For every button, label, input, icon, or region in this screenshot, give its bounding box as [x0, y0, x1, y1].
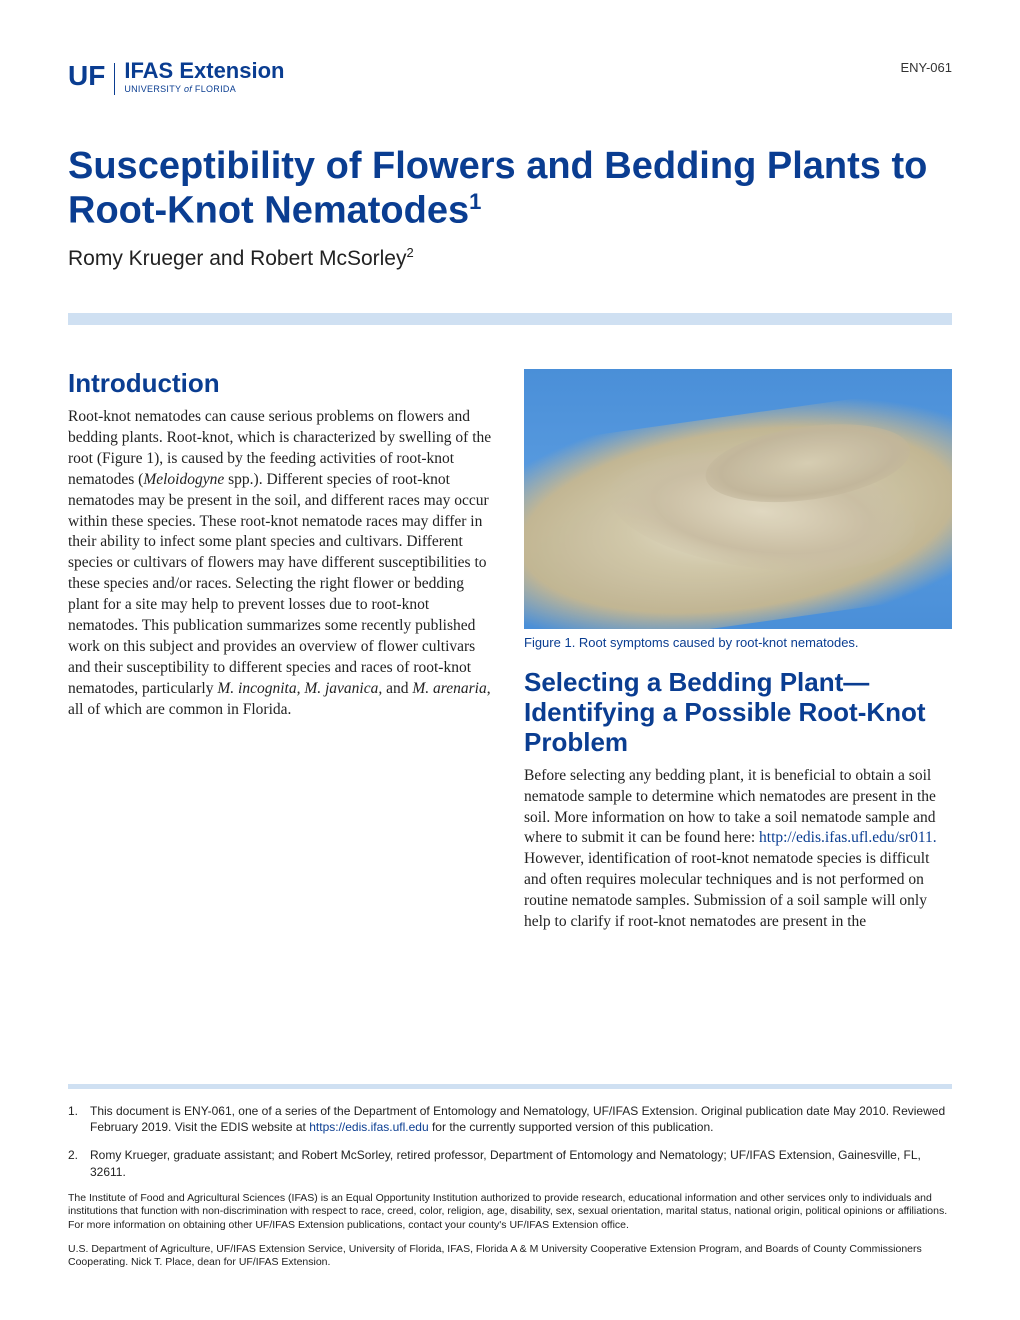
footer-rule — [68, 1084, 952, 1089]
selecting-heading: Selecting a Bedding Plant—Identifying a … — [524, 668, 952, 758]
right-column: Figure 1. Root symptoms caused by root-k… — [524, 369, 952, 933]
equal-opportunity-statement: The Institute of Food and Agricultural S… — [68, 1192, 952, 1233]
usda-statement: U.S. Department of Agriculture, UF/IFAS … — [68, 1243, 952, 1270]
header-row: UF IFAS Extension UNIVERSITY of FLORIDA … — [68, 60, 952, 95]
intro-paragraph: Root-knot nematodes can cause serious pr… — [68, 407, 496, 721]
figure-1-caption: Figure 1. Root symptoms caused by root-k… — [524, 635, 952, 650]
uf-ifas-logo: UF IFAS Extension UNIVERSITY of FLORIDA — [68, 60, 284, 95]
selecting-paragraph: Before selecting any bedding plant, it i… — [524, 766, 952, 933]
university-of-florida-text: UNIVERSITY of FLORIDA — [124, 84, 284, 94]
content-columns: Introduction Root-knot nematodes can cau… — [68, 369, 952, 933]
footer-block: 1. This document is ENY-061, one of a se… — [68, 1084, 952, 1280]
title-rule — [68, 313, 952, 325]
intro-heading: Introduction — [68, 369, 496, 399]
logo-divider — [114, 63, 115, 95]
footnote-2: 2. Romy Krueger, graduate assistant; and… — [68, 1147, 952, 1179]
authors-line: Romy Krueger and Robert McSorley2 — [68, 245, 952, 271]
footnote-1: 1. This document is ENY-061, one of a se… — [68, 1103, 952, 1135]
edis-website-link[interactable]: https://edis.ifas.ufl.edu — [309, 1120, 428, 1134]
left-column: Introduction Root-knot nematodes can cau… — [68, 369, 496, 933]
figure-1-image — [524, 369, 952, 629]
ifas-extension-text: IFAS Extension — [124, 60, 284, 82]
uf-wordmark: UF — [68, 60, 105, 92]
document-title: Susceptibility of Flowers and Bedding Pl… — [68, 145, 952, 233]
edis-link[interactable]: http://edis.ifas.ufl.edu/sr011. — [759, 829, 937, 846]
document-id: ENY-061 — [900, 60, 952, 75]
ifas-block: IFAS Extension UNIVERSITY of FLORIDA — [124, 60, 284, 94]
